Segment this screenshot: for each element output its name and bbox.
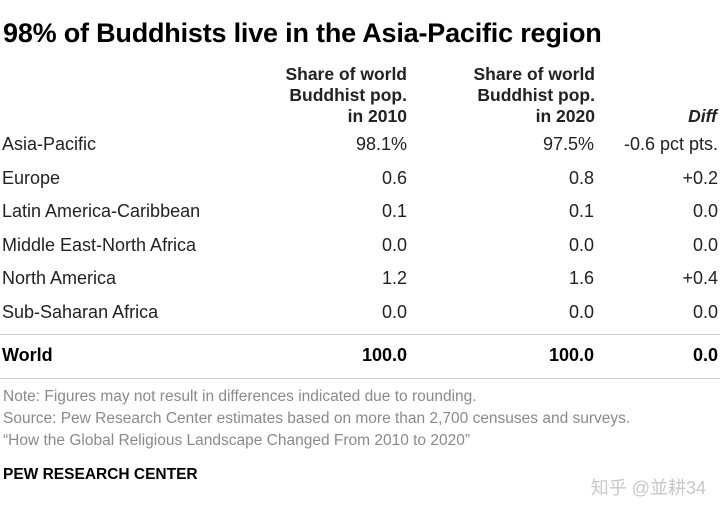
table-row: North America 1.2 1.6 +0.4 bbox=[2, 262, 718, 296]
column-header-2020: Share of world Buddhist pop. in 2020 bbox=[473, 64, 595, 127]
value-2010: 0.0 bbox=[381, 301, 407, 322]
value-2010: 0.1 bbox=[381, 201, 407, 222]
report-title-text: “How the Global Religious Landscape Chan… bbox=[3, 432, 471, 449]
table-row: Latin America-Caribbean 0.1 0.1 0.0 bbox=[2, 195, 718, 229]
column-header-line: Diff bbox=[688, 106, 717, 126]
value-diff: -0.6 pct pts. bbox=[623, 134, 718, 155]
value-diff: +0.4 bbox=[682, 268, 718, 289]
notes-divider bbox=[0, 378, 720, 379]
value-diff: +0.2 bbox=[682, 167, 718, 188]
region-label: Latin America-Caribbean bbox=[2, 201, 201, 222]
value-2010: 0.6 bbox=[381, 167, 407, 188]
total-row: World 100.0 100.0 0.0 bbox=[2, 338, 718, 372]
total-value-diff: 0.0 bbox=[692, 344, 718, 365]
table-row: Middle East-North Africa 0.0 0.0 0.0 bbox=[2, 229, 718, 263]
value-diff: 0.0 bbox=[692, 201, 718, 222]
table-row: Europe 0.6 0.8 +0.2 bbox=[2, 162, 718, 196]
watermark: 知乎 @並耕34 bbox=[590, 478, 706, 498]
total-value-2020: 100.0 bbox=[548, 344, 594, 365]
total-label: World bbox=[2, 344, 53, 365]
total-value-2010: 100.0 bbox=[361, 344, 407, 365]
table-row: Sub-Saharan Africa 0.0 0.0 0.0 bbox=[2, 296, 718, 330]
value-2010: 98.1% bbox=[355, 134, 407, 155]
total-table: World 100.0 100.0 0.0 bbox=[2, 338, 718, 372]
value-diff: 0.0 bbox=[692, 234, 718, 255]
value-diff: 0.0 bbox=[692, 301, 718, 322]
value-2010: 0.0 bbox=[381, 234, 407, 255]
region-label: Sub-Saharan Africa bbox=[2, 301, 159, 322]
region-label: North America bbox=[2, 268, 117, 289]
column-header-line: Buddhist pop. bbox=[289, 85, 407, 105]
value-2020: 0.1 bbox=[568, 201, 594, 222]
data-table: Asia-Pacific 98.1% 97.5% -0.6 pct pts. E… bbox=[2, 128, 718, 329]
region-label: Middle East-North Africa bbox=[2, 234, 197, 255]
table-divider bbox=[0, 334, 720, 335]
region-label: Asia-Pacific bbox=[2, 134, 97, 155]
value-2020: 0.0 bbox=[568, 234, 594, 255]
value-2020: 97.5% bbox=[542, 134, 594, 155]
note-text: Note: Figures may not result in differen… bbox=[3, 388, 477, 405]
column-header-line: Share of world bbox=[285, 64, 407, 84]
value-2020: 0.0 bbox=[568, 301, 594, 322]
column-header-2010: Share of world Buddhist pop. in 2010 bbox=[285, 64, 407, 127]
value-2010: 1.2 bbox=[381, 268, 407, 289]
table-row: Asia-Pacific 98.1% 97.5% -0.6 pct pts. bbox=[2, 128, 718, 162]
source-text: Source: Pew Research Center estimates ba… bbox=[3, 410, 631, 427]
column-header-line: in 2010 bbox=[347, 106, 407, 126]
value-2020: 1.6 bbox=[568, 268, 594, 289]
value-2020: 0.8 bbox=[568, 167, 594, 188]
column-header-diff: Diff bbox=[688, 106, 717, 127]
chart-title: 98% of Buddhists live in the Asia-Pacifi… bbox=[3, 18, 602, 48]
column-header-line: in 2020 bbox=[535, 106, 595, 126]
column-header-line: Share of world bbox=[473, 64, 595, 84]
footer-brand: PEW RESEARCH CENTER bbox=[3, 466, 198, 483]
region-label: Europe bbox=[2, 167, 61, 188]
column-header-line: Buddhist pop. bbox=[477, 85, 595, 105]
notes-block: Note: Figures may not result in differen… bbox=[3, 386, 630, 452]
